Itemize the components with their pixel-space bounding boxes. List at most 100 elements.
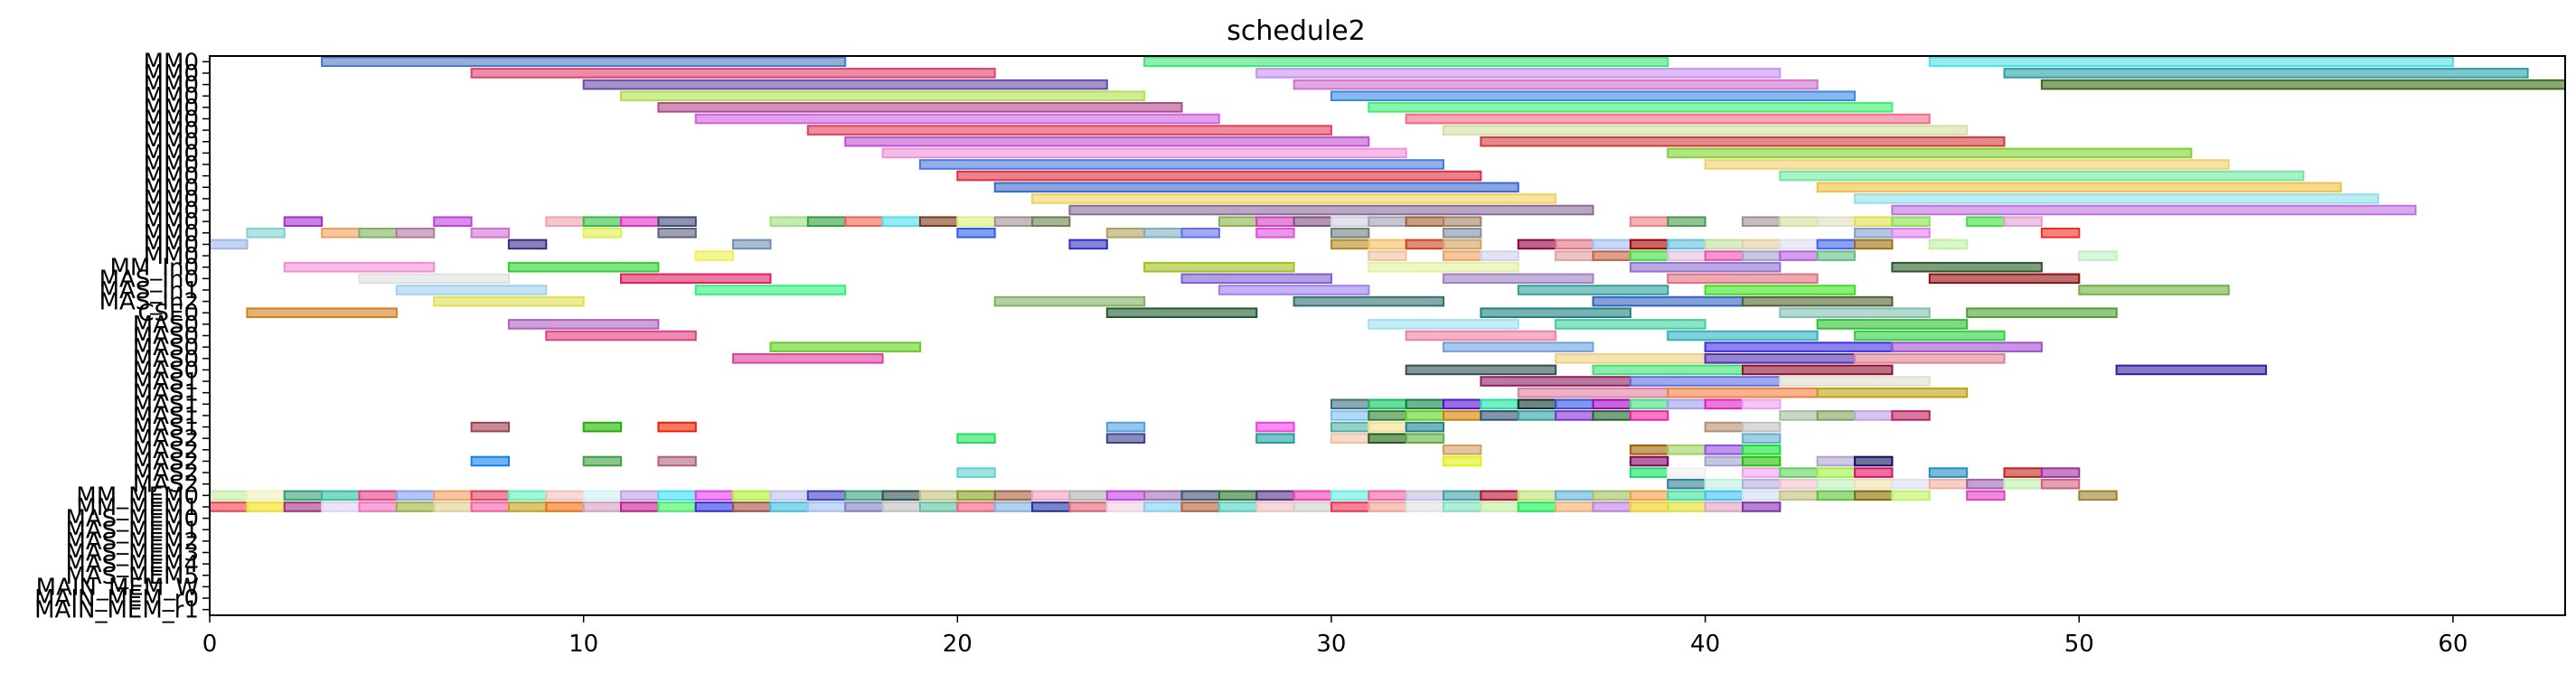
task-bar — [1816, 319, 1969, 330]
task-bar — [1443, 125, 1969, 136]
task-bar — [694, 250, 735, 261]
task-bar — [1217, 490, 1258, 501]
task-bar — [1105, 433, 1146, 444]
task-bar — [844, 216, 884, 227]
task-bar — [395, 285, 548, 295]
x-tick-label: 40 — [1690, 631, 1720, 658]
task-bar — [1443, 228, 1482, 239]
task-bar — [1816, 410, 1857, 421]
task-bar — [1368, 250, 1407, 261]
task-bar — [1816, 182, 2342, 193]
task-bar — [1816, 490, 1857, 501]
task-bar — [1405, 216, 1445, 227]
task-bar — [1555, 239, 1594, 250]
task-bar — [1405, 398, 1445, 410]
task-bar — [993, 295, 1146, 307]
task-bar — [1368, 490, 1407, 501]
task-bar — [1667, 273, 1819, 285]
task-bar — [1180, 490, 1220, 501]
task-bar — [507, 490, 548, 501]
task-bar — [1330, 433, 1370, 444]
task-bar — [1742, 490, 1782, 501]
task-bar — [1742, 421, 1782, 433]
y-tick-label: MAS1 — [133, 403, 199, 430]
y-tick-label: MAS2 — [133, 460, 199, 487]
task-bar — [956, 433, 996, 444]
task-bar — [1480, 307, 1631, 318]
task-bar — [1704, 421, 1744, 433]
task-bar — [1405, 433, 1445, 444]
task-bar — [1854, 490, 1894, 501]
task-bar — [1742, 467, 1782, 478]
task-bar — [657, 102, 1183, 113]
task-bar — [918, 490, 959, 501]
task-bar — [1891, 490, 1931, 501]
task-bar — [657, 216, 697, 227]
task-bar — [1443, 273, 1594, 285]
task-bar — [470, 68, 996, 79]
task-bar — [1854, 410, 1894, 421]
task-bar — [956, 216, 996, 227]
task-bar — [1629, 398, 1669, 410]
task-bar — [1368, 261, 1519, 273]
task-bar — [246, 228, 286, 239]
task-bar — [1368, 398, 1407, 410]
task-bar — [1255, 433, 1295, 444]
task-bar — [1779, 239, 1819, 250]
task-bar — [358, 273, 510, 285]
task-bar — [1330, 501, 1370, 512]
task-bar — [433, 490, 473, 501]
task-bar — [1255, 501, 1295, 512]
task-bar — [1443, 342, 1594, 352]
task-bar — [1667, 501, 1706, 512]
task-bar — [1180, 228, 1220, 239]
task-bar — [1443, 216, 1482, 227]
x-tick-label: 60 — [2438, 631, 2468, 658]
task-bar — [1816, 455, 1857, 467]
task-bar — [1629, 239, 1669, 250]
y-tick-label: MAIN_MEM_r0 — [34, 585, 199, 613]
task-bar — [1555, 250, 1594, 261]
task-bar — [1629, 216, 1669, 227]
y-tick-label: MAS1 — [133, 391, 199, 418]
task-bar — [545, 490, 585, 501]
task-bar — [1854, 239, 1894, 250]
task-bar — [1704, 455, 1744, 467]
task-bar — [1928, 56, 2454, 68]
task-bar — [1891, 478, 1931, 490]
task-bar — [2040, 478, 2081, 490]
task-bar — [1217, 216, 1258, 227]
task-bar — [1368, 501, 1407, 512]
task-bar — [395, 490, 436, 501]
task-bar — [2003, 467, 2043, 478]
task-bar — [1517, 285, 1669, 295]
task-bar — [1742, 250, 1782, 261]
task-bar — [1068, 501, 1108, 512]
task-bar — [1555, 490, 1594, 501]
y-tick-label: MM0 — [144, 72, 199, 99]
task-bar — [1105, 501, 1146, 512]
task-bar — [1330, 398, 1370, 410]
task-bar — [1180, 273, 1332, 285]
task-bar — [1068, 204, 1594, 216]
task-bar — [1742, 501, 1782, 512]
task-bar — [1443, 490, 1482, 501]
task-bar — [881, 147, 1407, 159]
task-bar — [1854, 193, 2380, 204]
task-bar — [956, 490, 996, 501]
y-tick-label: MM_MEM0 — [76, 482, 199, 510]
task-bar — [209, 490, 249, 501]
task-bar — [1105, 228, 1146, 239]
task-bar — [1368, 421, 1407, 433]
task-bar — [1368, 433, 1407, 444]
task-bar — [1704, 239, 1744, 250]
task-bar — [1742, 445, 1782, 455]
task-bar — [246, 501, 286, 512]
y-tick-label: MAS_MEM2 — [65, 529, 199, 556]
task-bar — [1779, 307, 1931, 318]
task-bar — [1405, 364, 1557, 376]
task-bar — [1779, 170, 2305, 182]
task-bar — [1779, 250, 1819, 261]
task-bar — [582, 421, 623, 433]
task-bar — [1480, 250, 1519, 261]
